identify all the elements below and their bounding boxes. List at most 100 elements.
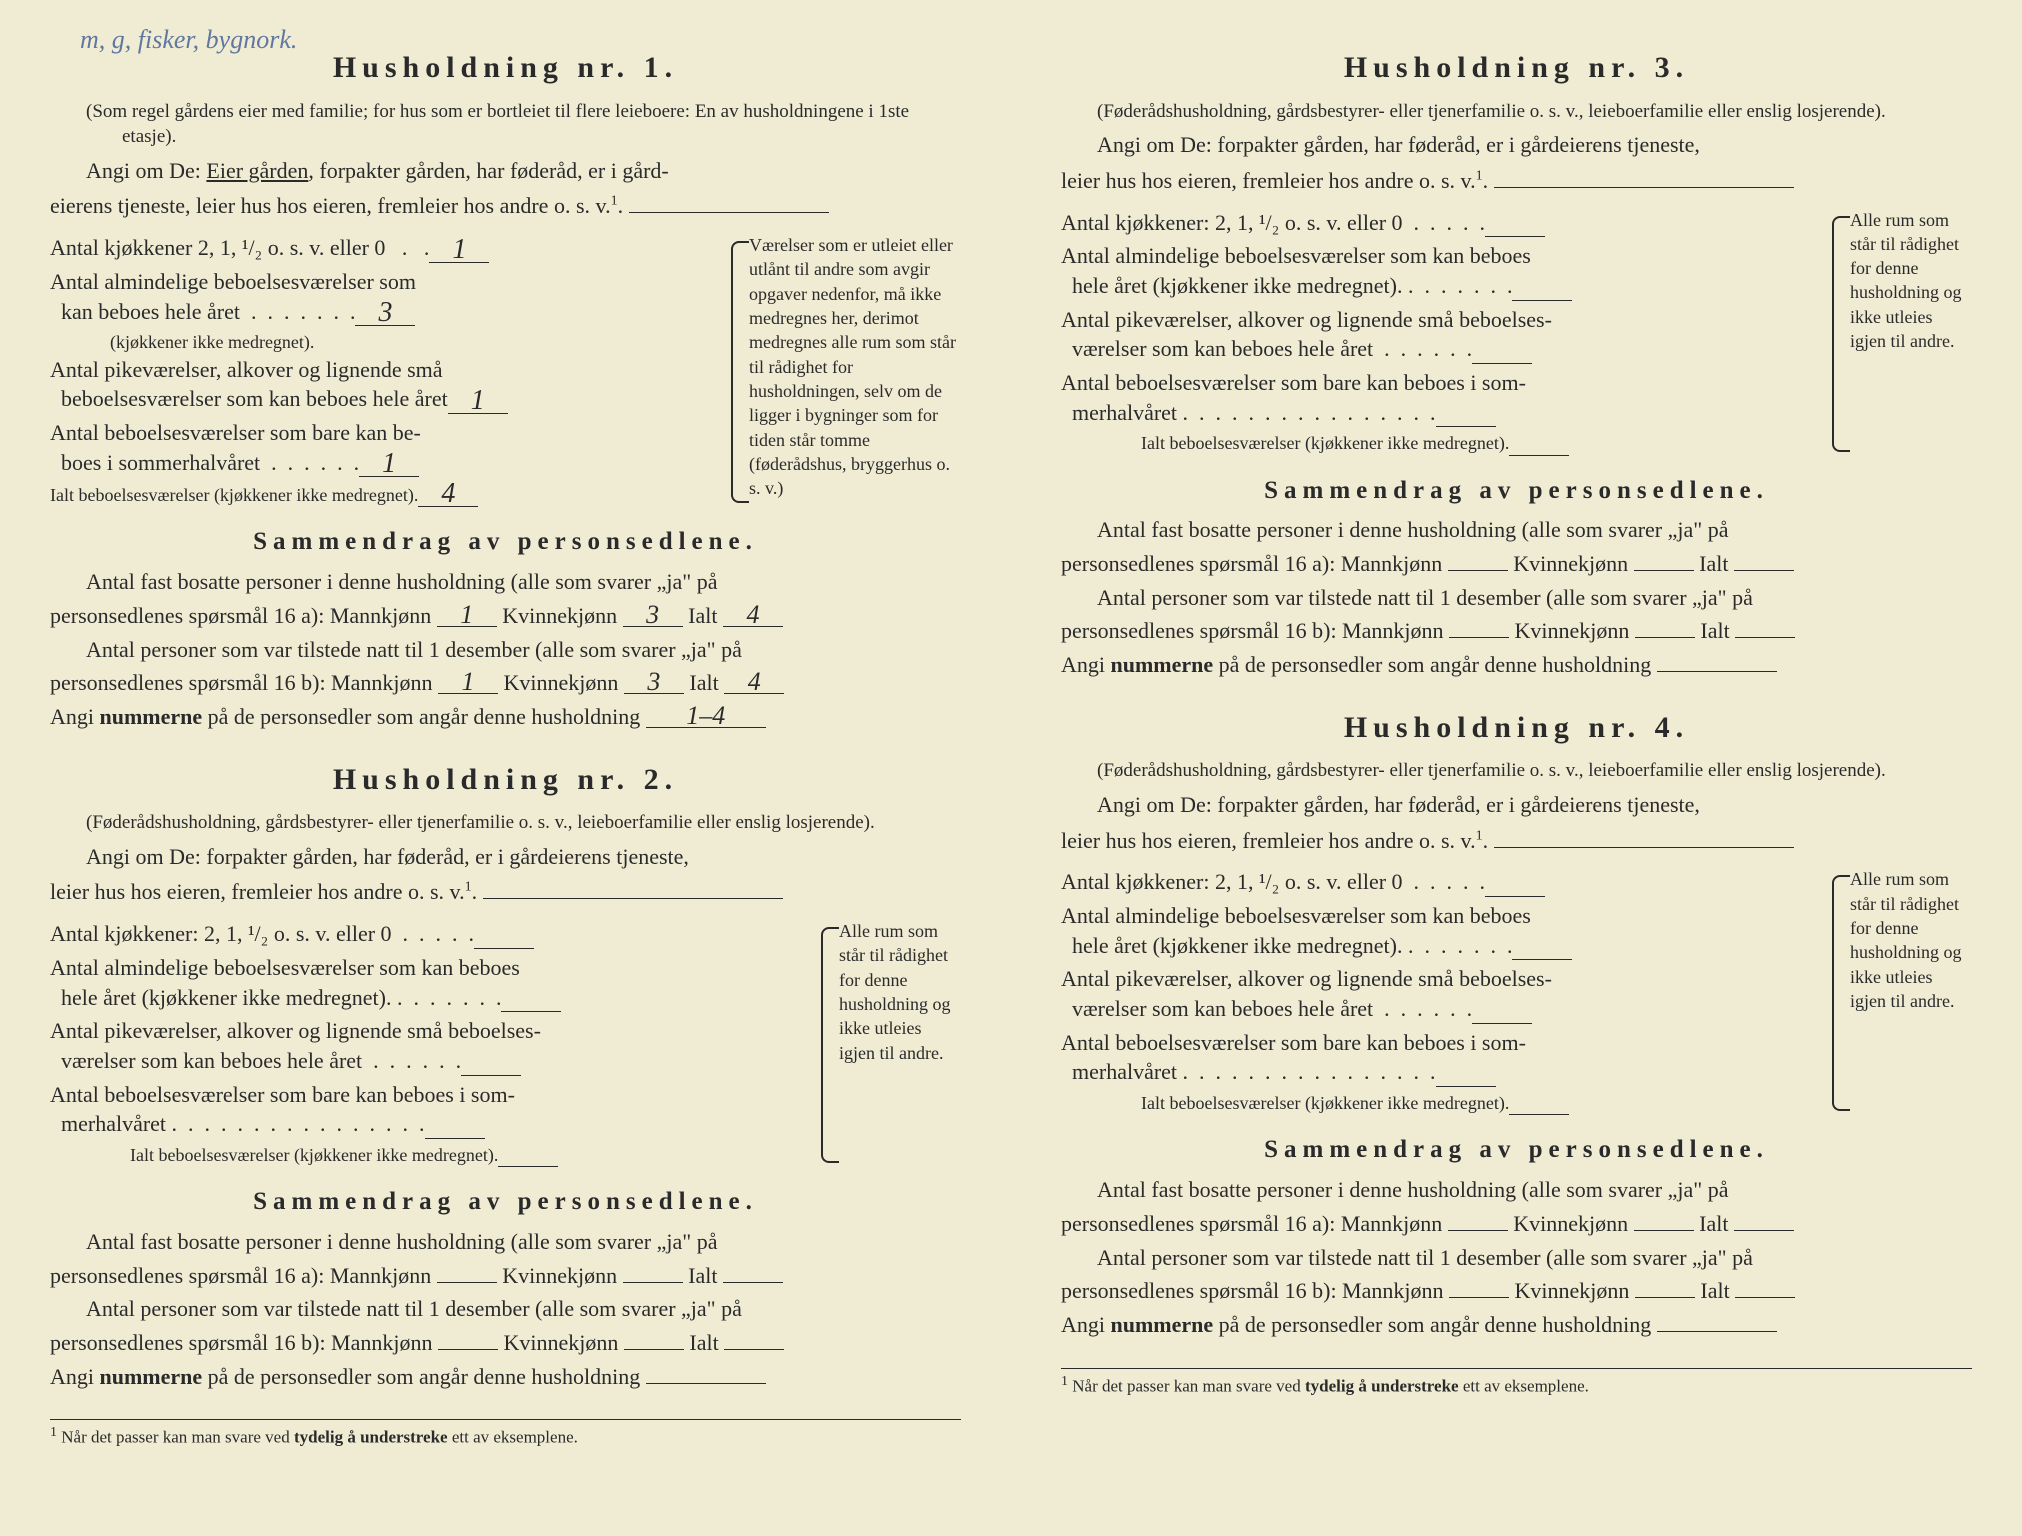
summary-4-line2b: personsedlenes spørsmål 16 b): Mannkjønn…: [1061, 1276, 1972, 1306]
s3-ialt-label: Ialt: [1699, 551, 1728, 576]
sommer2-label2: merhalvåret . . . . . . . . . . . . . . …: [50, 1109, 425, 1139]
s4-ialt-label: Ialt: [1699, 1211, 1728, 1236]
almindelige3-value[interactable]: [1512, 300, 1572, 301]
ialt4-value[interactable]: [1509, 1114, 1569, 1115]
s3-kvinne-label: Kvinnekjønn: [1513, 551, 1628, 576]
sommer3-value[interactable]: [1436, 426, 1496, 427]
household-3-title: Husholdning nr. 3.: [1061, 48, 1972, 89]
household-2-title: Husholdning nr. 2.: [50, 760, 961, 801]
s2-ialt-b[interactable]: [724, 1349, 784, 1350]
field2-almindelige: hele året (kjøkkener ikke medregnet). . …: [50, 983, 809, 1013]
s3-ialt-b[interactable]: [1735, 637, 1795, 638]
household-2-summary-title: Sammendrag av personsedlene.: [50, 1185, 961, 1219]
s1-kvinne-a[interactable]: 3: [623, 605, 683, 627]
s2-mann-a[interactable]: [437, 1282, 497, 1283]
ialt3-value[interactable]: [1509, 455, 1569, 456]
ialt2-value[interactable]: [498, 1166, 558, 1167]
s2-kvinne-b[interactable]: [624, 1349, 684, 1350]
s1-nummer-value[interactable]: 1–4: [646, 706, 766, 728]
angi4-blank[interactable]: [1494, 847, 1794, 848]
kjokkener2-value[interactable]: [474, 948, 534, 949]
s1-ialt-label: Ialt: [688, 603, 717, 628]
angi3-rest: forpakter gården, har føderåd, er i gård…: [1212, 132, 1700, 157]
summary-2-nummer: Angi nummerne på de personsedler som ang…: [50, 1362, 961, 1392]
angi4-prefix: Angi om De:: [1097, 792, 1212, 817]
almindelige4-value[interactable]: [1512, 959, 1572, 960]
household-4-angi-line1: Angi om De: forpakter gården, har føderå…: [1061, 790, 1972, 820]
summary-2-line1b: personsedlenes spørsmål 16 a): Mannkjønn…: [50, 1261, 961, 1291]
s1-ialt-b[interactable]: 4: [724, 672, 784, 694]
household-1-fields: Antal kjøkkener 2, 1, ¹/₂ o. s. v. eller…: [50, 233, 719, 511]
s3-kvinne-b[interactable]: [1635, 637, 1695, 638]
field-pike: beboelsesværelser som kan beboes hele år…: [50, 384, 719, 414]
summary-2-line2b: personsedlenes spørsmål 16 b): Mannkjønn…: [50, 1328, 961, 1358]
almindelige-label2: kan beboes hele året . . . . . . .: [50, 297, 355, 327]
s3-mann-b[interactable]: [1449, 637, 1509, 638]
kjokkener3-value[interactable]: [1485, 236, 1545, 237]
angi2-blank[interactable]: [483, 898, 783, 899]
field-ialt: Ialt beboelsesværelser (kjøkkener ikke m…: [50, 481, 719, 507]
sommer4-label1: Antal beboelsesværelser som bare kan beb…: [1061, 1028, 1820, 1058]
household-1-fields-wrap: Antal kjøkkener 2, 1, ¹/₂ o. s. v. eller…: [50, 233, 961, 511]
sommer4-value[interactable]: [1436, 1086, 1496, 1087]
s1-line1b-text: personsedlenes spørsmål 16 a): Mannkjønn: [50, 603, 431, 628]
angi4-line2-text: leier hus hos eieren, fremleier hos andr…: [1061, 828, 1476, 853]
s3-ialt-a[interactable]: [1734, 570, 1794, 571]
s1-line2b-text: personsedlenes spørsmål 16 b): Mannkjønn: [50, 670, 433, 695]
pike-value[interactable]: 1: [448, 388, 508, 414]
sommer2-value[interactable]: [425, 1138, 485, 1139]
angi-word4: Angi: [1061, 1312, 1111, 1337]
field4-ialt: Ialt beboelsesværelser (kjøkkener ikke m…: [1061, 1091, 1820, 1115]
pike3-value[interactable]: [1472, 363, 1532, 364]
household-1-angi-line1: Angi om De: Eier gården, forpakter gårde…: [50, 156, 961, 186]
s3-nummer-value[interactable]: [1657, 671, 1777, 672]
pike3-label2: værelser som kan beboes hele året . . . …: [1061, 334, 1472, 364]
s3-mann-a[interactable]: [1448, 570, 1508, 571]
summary-1-nummer: Angi nummerne på de personsedler som ang…: [50, 702, 961, 732]
almindelige-value[interactable]: 3: [355, 300, 415, 326]
s4-kvinne-a[interactable]: [1634, 1230, 1694, 1231]
s1-ialt-a[interactable]: 4: [723, 605, 783, 627]
household-2-subtitle: (Føderådshusholdning, gårdsbestyrer- ell…: [86, 810, 961, 836]
kjokkener-value[interactable]: 1: [429, 237, 489, 263]
household-1-subtitle: (Som regel gårdens eier med familie; for…: [86, 99, 961, 150]
s1-kvinne-b[interactable]: 3: [624, 672, 684, 694]
fn-end-r: ett av eksemplene.: [1463, 1376, 1589, 1395]
s4-ialt-a[interactable]: [1734, 1230, 1794, 1231]
household-3-subtitle: (Føderådshusholdning, gårdsbestyrer- ell…: [1097, 99, 1972, 125]
sommer3-label2: merhalvåret . . . . . . . . . . . . . . …: [1061, 398, 1436, 428]
s2-nummer-value[interactable]: [646, 1383, 766, 1384]
angi3-blank[interactable]: [1494, 187, 1794, 188]
field3-sommer: merhalvåret . . . . . . . . . . . . . . …: [1061, 398, 1820, 428]
almindelige2-value[interactable]: [501, 1011, 561, 1012]
pike2-value[interactable]: [461, 1075, 521, 1076]
s4-nummer-rest: på de personsedler som angår denne husho…: [1219, 1312, 1652, 1337]
s1-nummer-rest: på de personsedler som angår denne husho…: [208, 704, 641, 729]
ialt-label: Ialt beboelsesværelser (kjøkkener ikke m…: [50, 483, 418, 507]
kjokkener3-label: Antal kjøkkener: 2, 1, ¹/₂ o. s. v. elle…: [1061, 208, 1485, 238]
s4-mann-a[interactable]: [1448, 1230, 1508, 1231]
s1-mann-a[interactable]: 1: [437, 605, 497, 627]
sommer-value[interactable]: 1: [359, 451, 419, 477]
s4-mann-b[interactable]: [1449, 1297, 1509, 1298]
household-4: Husholdning nr. 4. (Føderådshusholdning,…: [1061, 708, 1972, 1340]
summary-4-line1a: Antal fast bosatte personer i denne hush…: [1097, 1175, 1972, 1205]
s2-nummer-rest: på de personsedler som angår denne husho…: [208, 1364, 641, 1389]
s2-kvinne-a[interactable]: [623, 1282, 683, 1283]
s4-nummer-value[interactable]: [1657, 1331, 1777, 1332]
almindelige3-label2: hele året (kjøkkener ikke medregnet). . …: [1061, 271, 1512, 301]
pike4-value[interactable]: [1472, 1023, 1532, 1024]
s2-mann-b[interactable]: [438, 1349, 498, 1350]
s4-kvinne-b[interactable]: [1635, 1297, 1695, 1298]
pike2-label2: værelser som kan beboes hele året . . . …: [50, 1046, 461, 1076]
ialt-value[interactable]: 4: [418, 481, 478, 507]
s2-ialt-a[interactable]: [723, 1282, 783, 1283]
kjokkener4-value[interactable]: [1485, 896, 1545, 897]
s4-ialt-b[interactable]: [1735, 1297, 1795, 1298]
angi-blank[interactable]: [629, 212, 829, 213]
field3-pike: værelser som kan beboes hele året . . . …: [1061, 334, 1820, 364]
s3-kvinne-a[interactable]: [1634, 570, 1694, 571]
s1-mann-b[interactable]: 1: [438, 672, 498, 694]
kjokkener4-label: Antal kjøkkener: 2, 1, ¹/₂ o. s. v. elle…: [1061, 867, 1485, 897]
nummerne-bold2: nummerne: [100, 1364, 203, 1389]
